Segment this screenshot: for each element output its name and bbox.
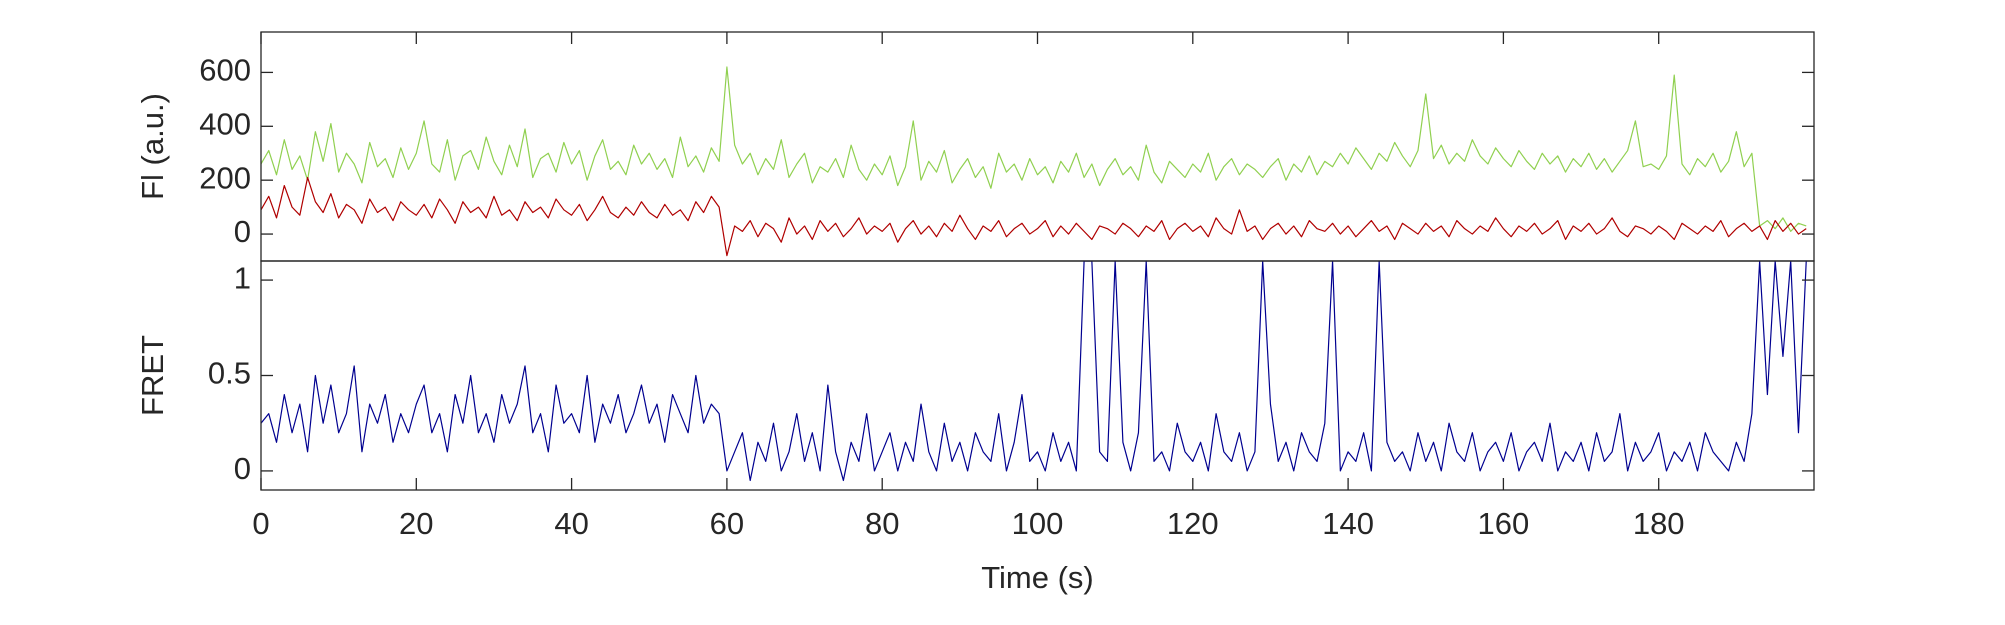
x-tick-label: 180: [1633, 506, 1685, 541]
plot-area: [261, 261, 1807, 482]
trace: [261, 66, 1807, 232]
x-tick-label: 0: [252, 506, 269, 541]
x-axis-label: Time (s): [981, 560, 1094, 595]
axes-box: [260, 260, 1815, 491]
x-tick-label: 100: [1012, 506, 1064, 541]
trace: [261, 176, 1807, 257]
y-tick-label: 200: [199, 160, 251, 195]
trace: [261, 261, 1807, 482]
y-tick-label: 0.5: [208, 356, 251, 391]
y-tick-label: 0: [234, 214, 251, 249]
x-tick-label: 160: [1478, 506, 1530, 541]
x-tick-label: 140: [1322, 506, 1374, 541]
y-tick-label: 600: [199, 53, 251, 88]
y-axis-label: FRET: [135, 335, 170, 416]
y-axis-label: Fl (a.u.): [135, 93, 170, 200]
x-tick-label: 80: [865, 506, 899, 541]
axes-box: [260, 31, 1815, 262]
y-tick-label: 0: [234, 451, 251, 486]
x-tick-label: 20: [399, 506, 433, 541]
x-tick-label: 60: [710, 506, 744, 541]
plot-area: [261, 66, 1807, 257]
y-tick-label: 400: [199, 106, 251, 141]
x-tick-label: 120: [1167, 506, 1219, 541]
x-tick-label: 40: [554, 506, 588, 541]
y-tick-label: 1: [234, 260, 251, 295]
